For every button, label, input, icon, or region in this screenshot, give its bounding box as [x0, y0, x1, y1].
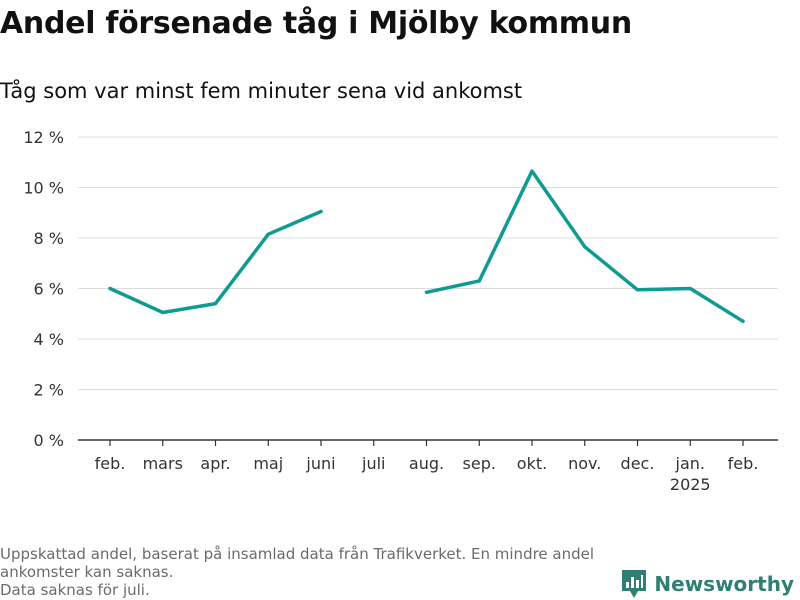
brand-name: Newsworthy	[654, 572, 794, 596]
x-tick-label: dec.	[621, 454, 655, 473]
data-point	[319, 209, 323, 214]
x-tick-label: okt.	[517, 454, 547, 473]
x-tick-label: nov.	[568, 454, 601, 473]
footnote-line-1: Uppskattad andel, baserat på insamlad da…	[0, 545, 595, 581]
x-tick-label: sep.	[463, 454, 496, 473]
data-point	[477, 279, 481, 283]
x-tick-label: aug.	[409, 454, 444, 473]
series-line-segment	[108, 209, 323, 315]
x-year-label: 2025	[670, 475, 711, 494]
x-tick-label: juli	[361, 454, 385, 473]
x-tick-label: mars	[143, 454, 183, 473]
y-tick-label: 2 %	[34, 381, 64, 400]
y-tick-label: 12 %	[23, 128, 64, 147]
series-lines	[108, 169, 745, 324]
footnote: Uppskattad andel, baserat på insamlad da…	[0, 545, 630, 599]
x-tick-label: juni	[305, 454, 335, 473]
data-point	[530, 169, 534, 173]
y-tick-label: 8 %	[34, 229, 64, 248]
y-tick-label: 6 %	[34, 280, 64, 299]
chart-subtitle: Tåg som var minst fem minuter sena vid a…	[0, 79, 523, 103]
y-tick-label: 0 %	[34, 431, 64, 450]
y-tick-label: 10 %	[23, 179, 64, 198]
data-point	[161, 310, 165, 315]
data-point	[213, 302, 218, 306]
chart-title: Andel försenade tåg i Mjölby kommun	[0, 6, 632, 41]
x-tick-label: jan.	[675, 454, 705, 473]
grid-lines	[78, 136, 778, 390]
newsworthy-logo-icon	[622, 570, 647, 598]
data-point	[266, 232, 270, 236]
line-chart: 0 % 2 % 4 % 6 % 8 % 10 % 12 % feb. mars apr. maj j…	[23, 128, 778, 494]
brand-logo[interactable]: Newsworthy	[621, 569, 794, 599]
x-tick-label: apr.	[200, 454, 230, 473]
x-tick-label: feb.	[728, 454, 759, 473]
data-point	[583, 245, 587, 249]
y-tick-labels: 0 % 2 % 4 % 6 % 8 % 10 % 12 %	[23, 128, 64, 450]
x-tick-label: maj	[253, 454, 283, 473]
x-tick-label: feb.	[95, 454, 126, 473]
data-point	[424, 290, 429, 294]
y-tick-label: 4 %	[34, 330, 64, 349]
x-ticks: feb. mars apr. maj juni juli aug. sep. okt. nov. d…	[95, 440, 759, 494]
data-point	[688, 286, 692, 291]
data-point	[108, 286, 112, 291]
data-point	[741, 319, 745, 323]
footnote-line-2: Data saknas för juli.	[0, 581, 150, 599]
data-point	[635, 288, 640, 292]
